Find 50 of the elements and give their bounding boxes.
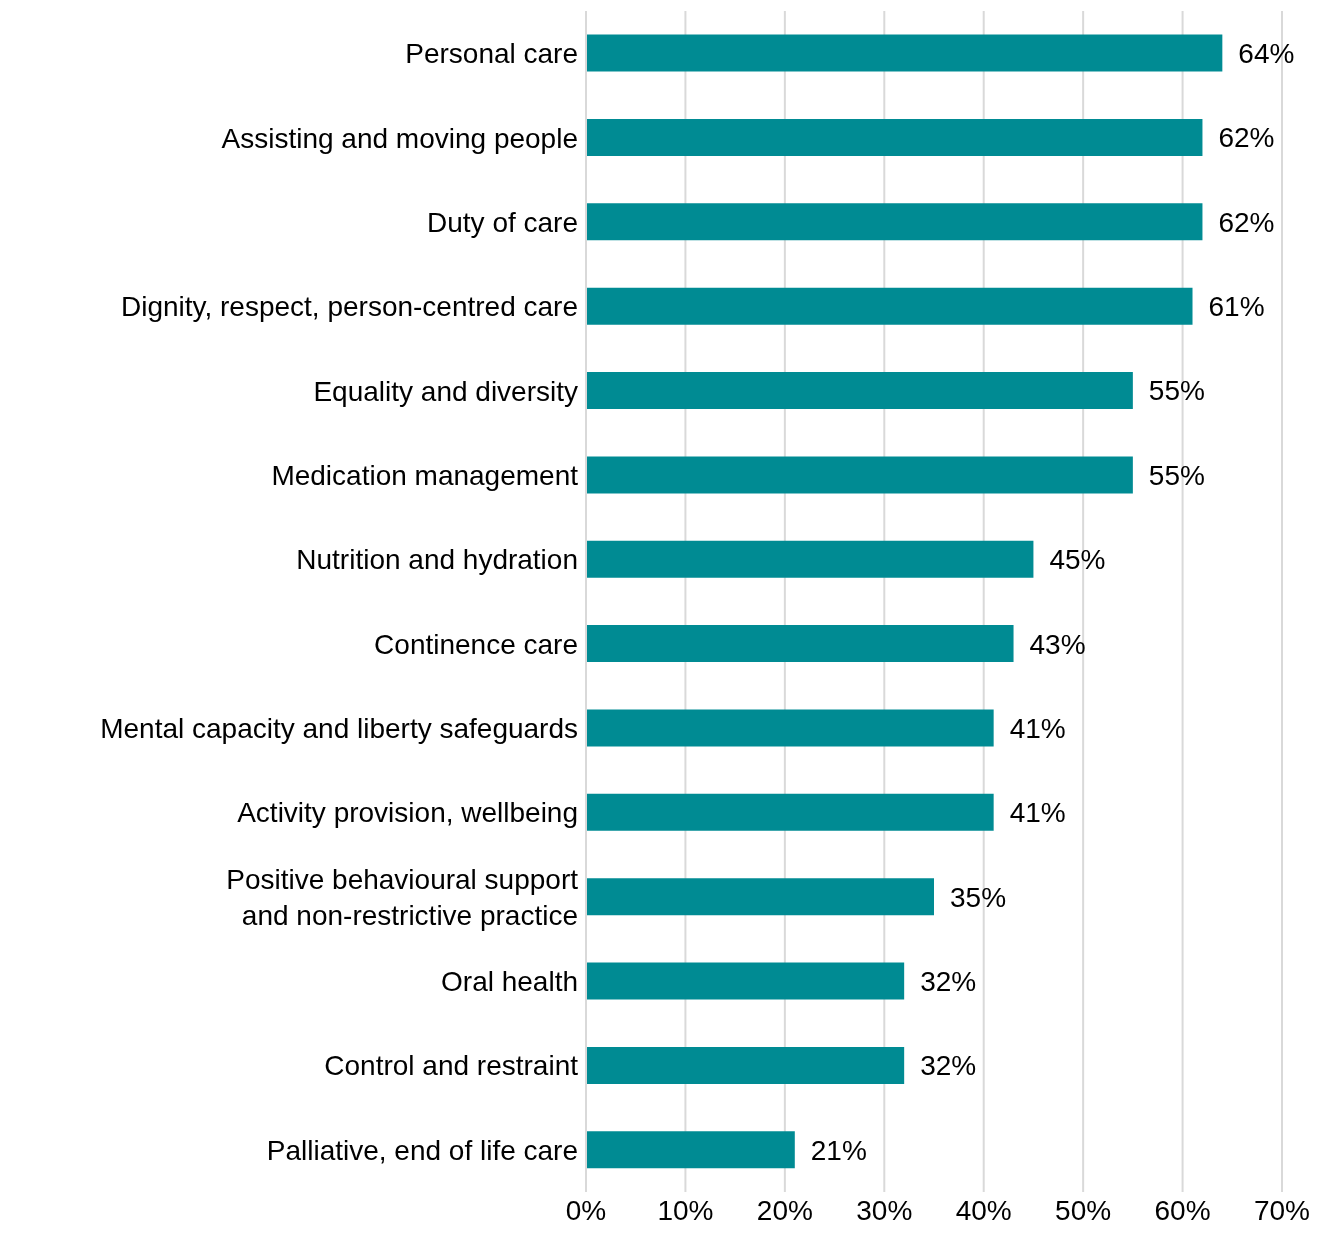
y-tick-label: Activity provision, wellbeing <box>237 796 578 828</box>
y-tick-label: Continence care <box>374 628 578 660</box>
y-tick-label: Palliative, end of life care <box>266 1134 578 1166</box>
data-label: 43% <box>1029 628 1086 660</box>
bar <box>586 1046 905 1084</box>
bar <box>586 793 994 831</box>
bar <box>586 287 1193 325</box>
data-label: 62% <box>1218 122 1275 154</box>
x-tick-label: 0% <box>565 1194 607 1226</box>
data-label: 61% <box>1208 291 1265 323</box>
data-label: 35% <box>950 881 1007 913</box>
x-tick-label: 50% <box>1055 1194 1112 1226</box>
bar <box>586 203 1203 241</box>
data-label: 32% <box>920 1050 977 1082</box>
y-tick-label: Duty of care <box>427 206 578 238</box>
y-tick-label: Assisting and moving people <box>221 122 578 154</box>
bar <box>586 456 1133 494</box>
x-tick-label: 40% <box>955 1194 1012 1226</box>
data-label: 21% <box>810 1134 867 1166</box>
data-label: 41% <box>1009 797 1066 829</box>
x-tick-label: 10% <box>657 1194 714 1226</box>
data-label: 32% <box>920 965 977 997</box>
y-tick-label: Positive behavioural support and non-restrictive practice <box>226 863 579 931</box>
x-tick-label: 30% <box>856 1194 913 1226</box>
bar <box>586 878 934 916</box>
data-label: 41% <box>1009 712 1066 744</box>
bar <box>586 540 1034 578</box>
data-label: 55% <box>1148 375 1205 407</box>
bar <box>586 372 1133 410</box>
y-tick-label: Equality and diversity <box>313 375 578 407</box>
bar <box>586 709 994 747</box>
y-tick-label: Nutrition and hydration <box>296 543 578 575</box>
y-tick-label: Medication management <box>271 459 579 491</box>
bar <box>586 118 1203 156</box>
y-tick-label: Oral health <box>441 965 578 997</box>
y-tick-label: Personal care <box>405 37 578 69</box>
data-label: 64% <box>1238 38 1295 70</box>
x-tick-label: 20% <box>756 1194 813 1226</box>
x-tick-label: 60% <box>1154 1194 1211 1226</box>
data-label: 45% <box>1049 544 1106 576</box>
y-tick-label: Dignity, respect, person-centred care <box>120 290 578 322</box>
y-tick-label: Control and restraint <box>324 1049 579 1081</box>
bar <box>586 962 905 1000</box>
bar <box>586 625 1014 663</box>
data-label: 55% <box>1148 459 1205 491</box>
x-tick-label: 70% <box>1253 1194 1311 1226</box>
y-tick-label: Mental capacity and liberty safeguards <box>100 712 578 744</box>
bar <box>586 34 1223 72</box>
bar <box>586 1131 795 1169</box>
data-label: 62% <box>1218 206 1275 238</box>
